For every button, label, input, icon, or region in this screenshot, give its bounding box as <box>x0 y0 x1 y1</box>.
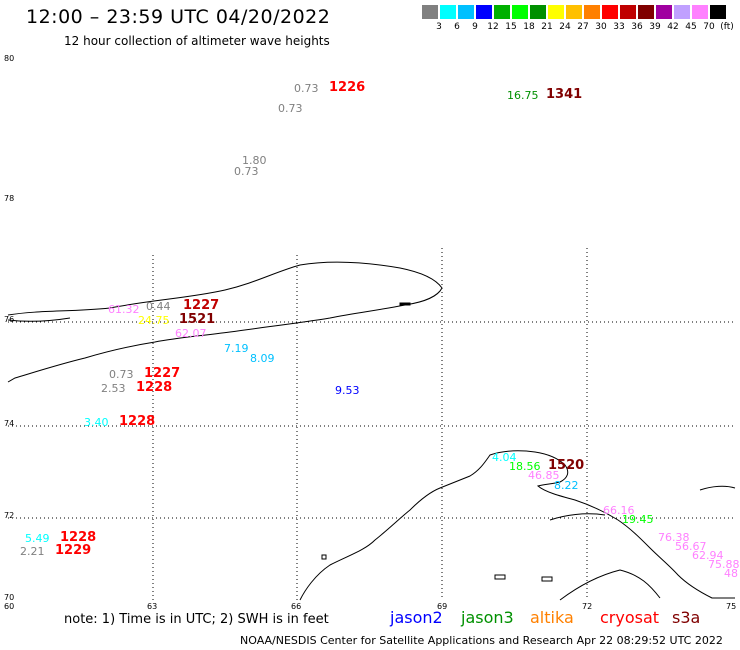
scale-swatch <box>458 5 474 19</box>
wave-height-label: 62.07 <box>175 327 207 340</box>
scale-label: 30 <box>595 22 607 32</box>
lat-label-74: 74 <box>4 419 15 428</box>
lon-label-75: 75 <box>726 602 737 611</box>
mission-label-jason2: jason2 <box>390 608 443 627</box>
pass-time-label: 1228 <box>119 414 156 429</box>
pass-time-label: 1227 <box>183 298 220 313</box>
page-title: 12:00 – 23:59 UTC 04/20/2022 <box>26 6 331 28</box>
scale-label: 33 <box>613 22 625 32</box>
wave-height-label: 19.45 <box>622 513 654 526</box>
wave-height-label: 0.73 <box>234 165 259 178</box>
wave-height-label: 2.53 <box>101 382 126 395</box>
scale-swatch <box>692 5 708 19</box>
scale-swatch <box>638 5 654 19</box>
scale-swatch <box>530 5 546 19</box>
pass-time-label: 1228 <box>60 530 97 545</box>
scale-swatch <box>512 5 528 19</box>
pass-time-label: 1520 <box>548 458 585 473</box>
lon-label-69: 69 <box>437 602 448 611</box>
wave-height-label: 16.75 <box>507 89 539 102</box>
coastline-novaya-zemlya <box>7 261 443 383</box>
scale-label: 6 <box>454 22 460 32</box>
lon-label-72: 72 <box>582 602 593 611</box>
lat-label-78: 78 <box>4 194 15 203</box>
scale-swatch <box>566 5 582 19</box>
wave-height-label: 0.73 <box>278 102 303 115</box>
wave-height-label: 24.75 <box>138 314 170 327</box>
scale-label: 12 <box>487 22 499 32</box>
wave-height-label: 48 <box>724 567 738 580</box>
scale-swatch <box>620 5 636 19</box>
scale-swatch <box>710 5 726 19</box>
scale-swatch <box>656 5 672 19</box>
scale-label: (ft) <box>720 22 734 32</box>
page-subtitle: 12 hour collection of altimeter wave hei… <box>64 34 330 48</box>
footnote: note: 1) Time is in UTC; 2) SWH is in fe… <box>64 612 329 627</box>
scale-label: 36 <box>631 22 643 32</box>
scale-swatch <box>422 5 438 19</box>
lon-label-60: 60 <box>4 602 15 611</box>
scale-label: 45 <box>685 22 697 32</box>
scale-label: 70 <box>703 22 715 32</box>
pass-time-label: 1341 <box>546 87 583 102</box>
wave-height-label: 2.21 <box>20 545 45 558</box>
wave-height-label: 62.94 <box>692 549 724 562</box>
wave-height-label: 0.44 <box>146 300 171 313</box>
pass-time-label: 1228 <box>136 380 173 395</box>
lon-label-66: 66 <box>291 602 302 611</box>
mission-label-jason3: jason3 <box>461 608 514 627</box>
wave-height-label: 66.16 <box>603 504 635 517</box>
mission-label-cryosat: cryosat <box>600 608 660 627</box>
mission-label-s3a: s3a <box>672 608 701 627</box>
wave-height-label: 8.22 <box>554 479 579 492</box>
scale-label: 27 <box>577 22 589 32</box>
wave-height-label: 1.80 <box>242 154 267 167</box>
scale-swatch <box>548 5 564 19</box>
wave-height-label: 56.67 <box>675 540 707 553</box>
lat-label-76: 76 <box>4 315 15 324</box>
mission-label-altika: altika <box>530 608 574 627</box>
wave-height-label: 8.09 <box>250 352 275 365</box>
pass-time-label: 1226 <box>329 80 366 95</box>
scale-label: 24 <box>559 22 571 32</box>
wave-height-label: 0.73 <box>294 82 319 95</box>
lat-label-80: 80 <box>4 54 15 63</box>
scale-swatch <box>674 5 690 19</box>
scale-swatch <box>494 5 510 19</box>
lat-label-72: 72 <box>4 511 15 520</box>
scale-label: 39 <box>649 22 661 32</box>
scale-swatch <box>602 5 618 19</box>
wave-height-label: 46.85 <box>528 469 560 482</box>
scale-label: 21 <box>541 22 553 32</box>
scale-swatch <box>584 5 600 19</box>
wave-height-label: 9.53 <box>335 384 360 397</box>
wave-height-label: 18.56 <box>509 460 541 473</box>
scale-label: 9 <box>472 22 478 32</box>
wave-height-label: 76.38 <box>658 531 690 544</box>
pass-time-label: 1521 <box>179 312 216 327</box>
scale-label: 42 <box>667 22 679 32</box>
scale-label: 3 <box>436 22 442 32</box>
lon-label-63: 63 <box>147 602 158 611</box>
pass-time-label: 1229 <box>55 543 92 558</box>
wave-height-label: 5.49 <box>25 532 50 545</box>
wave-height-label: 7.19 <box>224 342 249 355</box>
graticule <box>8 248 735 600</box>
wave-height-label: 4.04 <box>492 451 517 464</box>
scale-label: 15 <box>505 22 517 32</box>
scale-swatch <box>440 5 456 19</box>
wave-height-label: 61.32 <box>108 303 140 316</box>
wave-height-label: 3.40 <box>84 416 109 429</box>
lat-label-70: 70 <box>4 593 15 602</box>
scale-swatch <box>476 5 492 19</box>
wave-height-label: 0.73 <box>109 368 134 381</box>
scale-label: 18 <box>523 22 535 32</box>
pass-time-label: 1227 <box>144 366 181 381</box>
wave-height-label: 75.88 <box>708 558 740 571</box>
credit-line: NOAA/NESDIS Center for Satellite Applica… <box>240 634 723 647</box>
coastline-yamal-peninsula <box>299 450 736 601</box>
